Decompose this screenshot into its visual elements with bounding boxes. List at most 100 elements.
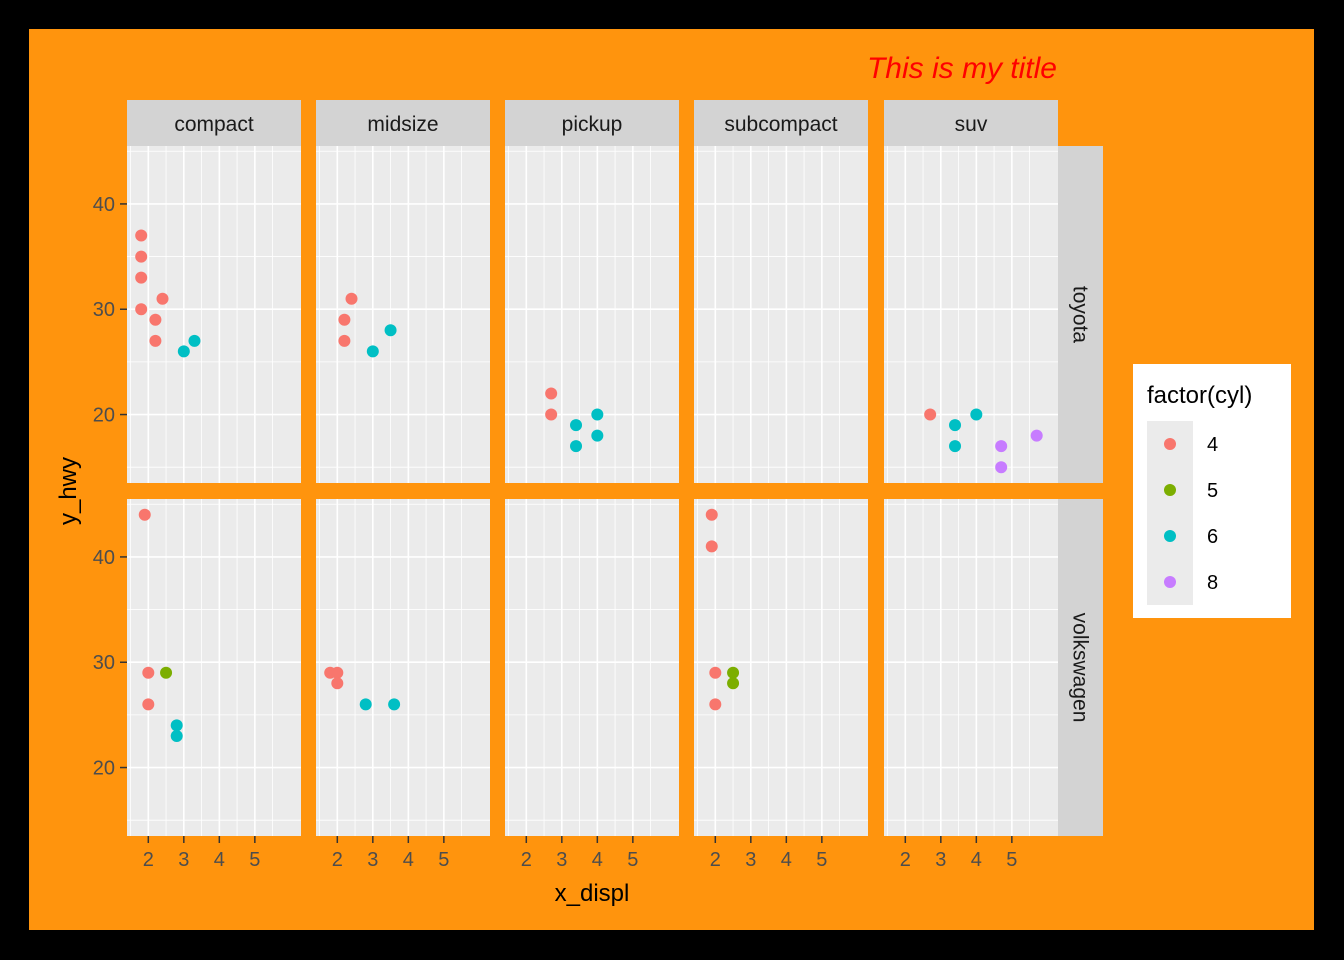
y-tick-label: 20 (93, 758, 115, 780)
legend-title: factor(cyl) (1147, 382, 1252, 409)
y-tick-label: 40 (93, 194, 115, 216)
x-tick-label: 2 (143, 849, 154, 871)
legend-key-point (1164, 438, 1176, 450)
panel-background (884, 146, 1058, 483)
legend-label: 8 (1207, 572, 1218, 594)
x-tick-label: 3 (178, 849, 189, 871)
data-point (138, 508, 151, 521)
y-tick-label: 20 (93, 405, 115, 427)
x-tick-label: 5 (1006, 849, 1017, 871)
strip-toyota (1058, 146, 1103, 483)
legend-entry-8: 8 (1147, 559, 1218, 605)
data-point (591, 429, 604, 442)
data-point (995, 461, 1008, 474)
y-tick-label: 30 (93, 652, 115, 674)
strip-volkswagen (1058, 499, 1103, 836)
panel-background (694, 499, 868, 836)
strip-subcompact (694, 100, 868, 146)
x-tick-label: 2 (710, 849, 721, 871)
panel-background (505, 499, 679, 836)
data-point (135, 271, 148, 284)
x-tick-label: 2 (332, 849, 343, 871)
legend-keys: 4 5 6 8 (1147, 421, 1218, 605)
data-point (331, 666, 344, 679)
strip-label-midsize: midsize (367, 113, 438, 136)
x-tick-label: 5 (438, 849, 449, 871)
strip-midsize (316, 100, 490, 146)
data-point (545, 408, 558, 421)
legend-label: 4 (1207, 434, 1218, 456)
data-point (338, 313, 351, 326)
data-point (570, 419, 583, 432)
data-point (135, 303, 148, 316)
data-point (149, 313, 162, 326)
x-tick-label: 4 (403, 849, 414, 871)
facet-panel-volkswagen-compact (127, 499, 301, 836)
data-point (188, 334, 201, 347)
y-tick-label: 30 (93, 299, 115, 321)
data-point (924, 408, 937, 421)
data-point (359, 698, 372, 711)
data-point (970, 408, 983, 421)
legend-key-point (1164, 484, 1176, 496)
x-tick-label: 4 (971, 849, 982, 871)
data-point (727, 677, 740, 690)
facet-panel-volkswagen-midsize (316, 499, 490, 836)
panel-background (316, 499, 490, 836)
data-point (705, 508, 718, 521)
data-point (142, 666, 155, 679)
strip-label-pickup: pickup (562, 113, 623, 136)
legend-entry-5: 5 (1147, 467, 1218, 513)
legend-key-point (1164, 530, 1176, 542)
facet-panel-toyota-subcompact (694, 146, 868, 483)
legend: factor(cyl) 4 5 6 8 (1133, 364, 1291, 618)
data-point (705, 540, 718, 553)
data-point (995, 440, 1008, 453)
data-point (545, 387, 558, 400)
legend-entry-4: 4 (1147, 421, 1218, 467)
x-tick-label: 5 (249, 849, 260, 871)
data-point (949, 419, 962, 432)
data-point (727, 666, 740, 679)
data-point (345, 292, 358, 305)
x-tick-label: 3 (745, 849, 756, 871)
y-axis-title: y_hwy (55, 457, 82, 525)
x-tick-label: 3 (556, 849, 567, 871)
data-point (709, 666, 722, 679)
data-point (170, 719, 183, 732)
x-tick-label: 4 (214, 849, 225, 871)
strip-suv (884, 100, 1058, 146)
strip-label-suv: suv (955, 113, 988, 136)
panel-background (884, 499, 1058, 836)
x-tick-label: 2 (521, 849, 532, 871)
x-tick-label: 3 (935, 849, 946, 871)
data-point (156, 292, 169, 305)
data-point (160, 666, 173, 679)
facet-panel-volkswagen-subcompact (694, 499, 868, 836)
data-point (177, 345, 190, 358)
data-point (384, 324, 397, 337)
data-point (142, 698, 155, 711)
x-tick-label: 2 (900, 849, 911, 871)
data-point (366, 345, 379, 358)
axes: compact midsize pickup subcompact suv toyota v… (93, 100, 1103, 871)
strip-compact (127, 100, 301, 146)
x-tick-label: 5 (627, 849, 638, 871)
panel-background (505, 146, 679, 483)
x-tick-label: 5 (816, 849, 827, 871)
strip-pickup (505, 100, 679, 146)
strip-label-compact: compact (174, 113, 254, 136)
facet-panel-volkswagen-suv (884, 499, 1058, 836)
facet-panels (127, 146, 1058, 836)
legend-entry-6: 6 (1147, 513, 1218, 559)
x-tick-label: 4 (781, 849, 792, 871)
panel-background (694, 146, 868, 483)
panel-background (127, 499, 301, 836)
data-point (135, 250, 148, 263)
facet-panel-toyota-pickup (505, 146, 679, 483)
chart-title: This is my title (867, 52, 1057, 85)
data-point (570, 440, 583, 453)
data-point (331, 677, 344, 690)
y-tick-label: 40 (93, 547, 115, 569)
